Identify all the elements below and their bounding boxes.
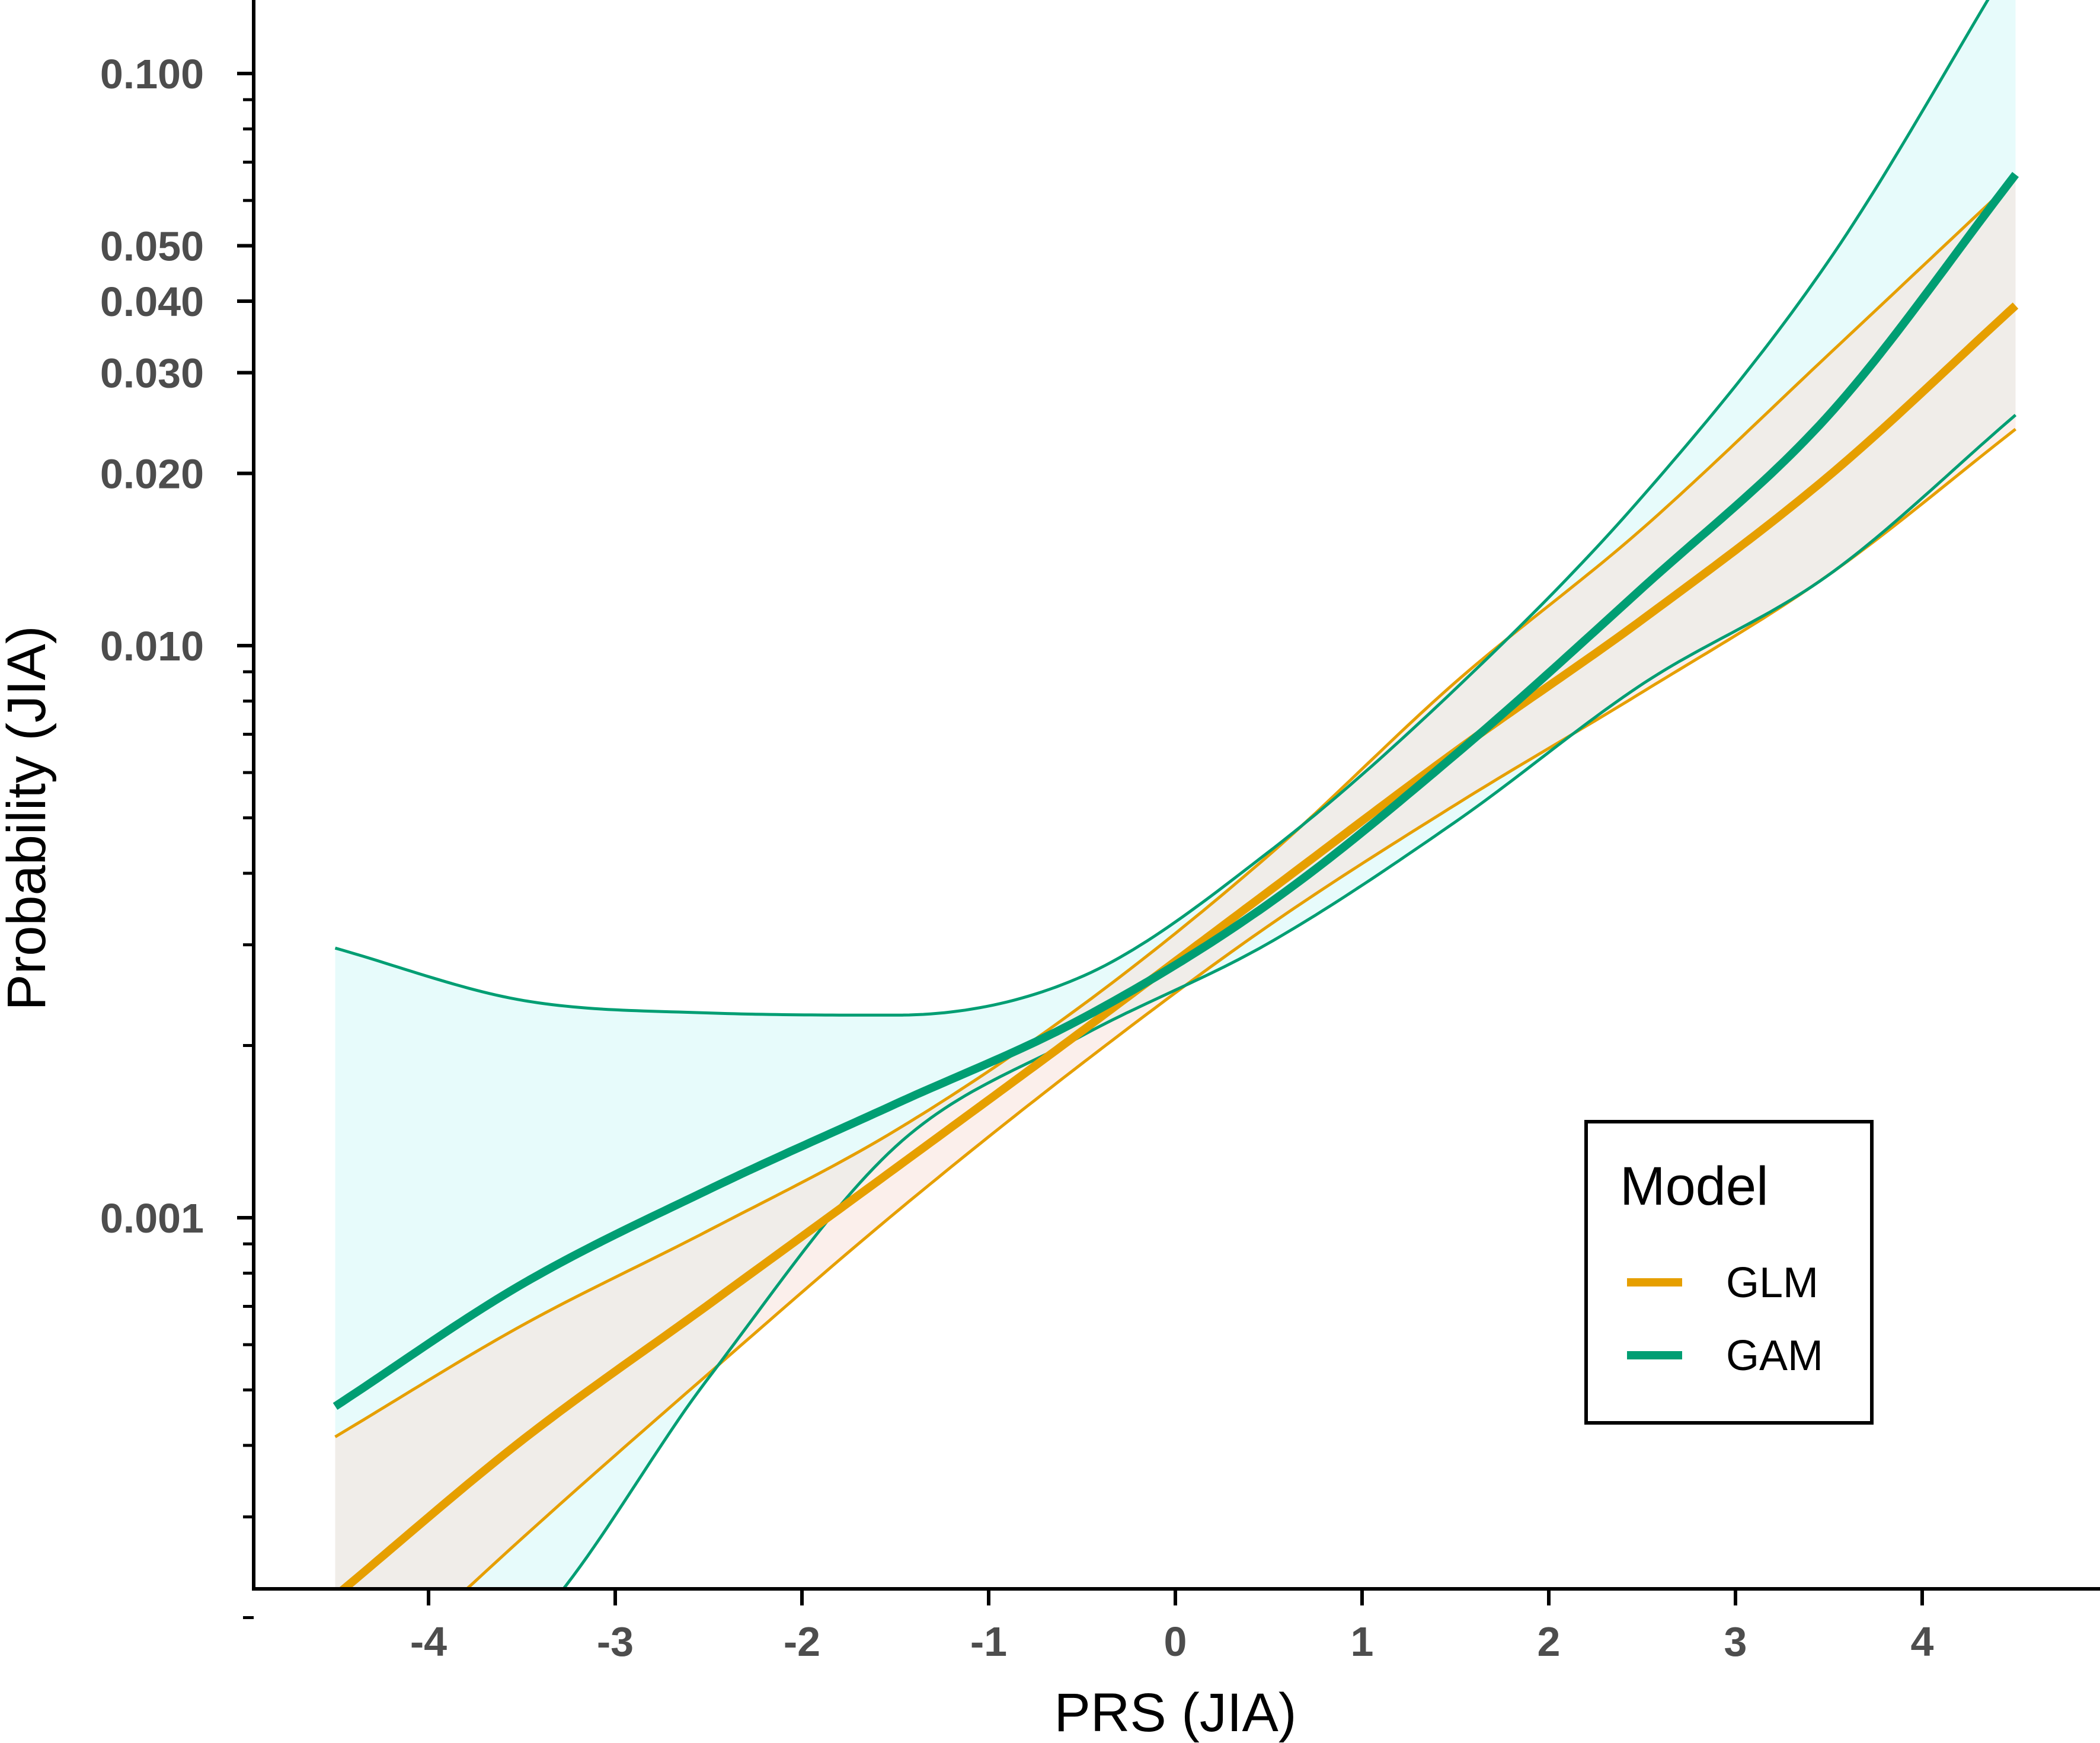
legend-label-gam: GAM: [1726, 1332, 1823, 1380]
plot-area: [333, 0, 2019, 1589]
y-tick-label: 0.001: [100, 1195, 204, 1241]
x-tick-label: 3: [1724, 1618, 1747, 1665]
glm-ci-ribbon: [335, 178, 2016, 1589]
x-tick-label: 1: [1351, 1618, 1374, 1665]
legend-label-glm: GLM: [1726, 1259, 1818, 1307]
glm-upper-ci-line: [334, 177, 2017, 1438]
x-tick-label: -4: [410, 1618, 447, 1665]
legend: Model GLM GAM: [1584, 1120, 1874, 1425]
x-axis-title: PRS (JIA): [1054, 1683, 1297, 1743]
y-axis-ticks: 0.001 0.010 0.020 0.030 0.040 0.050 0.100: [100, 51, 254, 1241]
legend-box: [1584, 1120, 1874, 1425]
x-axis-ticks: -4 -3 -2 -1 0 1 2 3 4: [410, 1589, 1934, 1665]
x-tick-label: 2: [1538, 1618, 1561, 1665]
y-tick-label: 0.020: [100, 451, 204, 497]
y-tick-label: 0.010: [100, 623, 204, 669]
y-tick-label: 0.040: [100, 279, 204, 325]
y-axis-minor-ticks: [243, 98, 254, 1620]
gam-upper-ci-line: [334, 0, 1990, 1017]
gam-lower-ci-line: [561, 414, 2017, 1589]
x-tick-label: -3: [597, 1618, 634, 1665]
main-lines: [333, 172, 2019, 1589]
glm-lower-ci-line: [465, 427, 2017, 1589]
gam-fit-line: [333, 172, 2019, 1410]
x-tick-label: 4: [1911, 1618, 1934, 1665]
y-axis-title: Probability (JIA): [0, 625, 57, 1010]
y-tick-label: 0.100: [100, 51, 204, 97]
x-tick-label: -2: [784, 1618, 820, 1665]
gam-ci-ribbon: [335, 0, 2016, 1589]
legend-title: Model: [1620, 1156, 1769, 1217]
ci-lines: [334, 0, 2017, 1589]
y-tick-label: 0.030: [100, 350, 204, 397]
ribbons: [335, 0, 2016, 1589]
x-tick-label: -1: [970, 1618, 1007, 1665]
x-tick-label: 0: [1164, 1618, 1187, 1665]
y-tick-label: 0.050: [100, 223, 204, 269]
